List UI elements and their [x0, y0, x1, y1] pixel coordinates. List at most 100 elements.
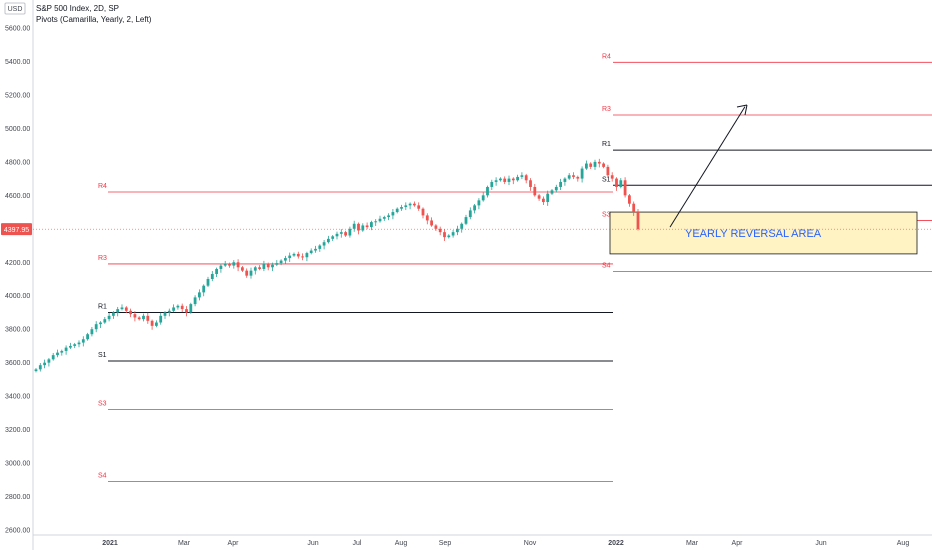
- candle-body: [262, 263, 266, 269]
- candle-body: [112, 312, 115, 316]
- target-arrow-line: [669, 106, 746, 228]
- candle-body: [542, 198, 545, 203]
- candle-body: [167, 310, 171, 313]
- candle-body: [537, 195, 541, 199]
- candle-body: [339, 232, 343, 234]
- last-price-label: 4397.95: [4, 227, 29, 234]
- reversal-zone: YEARLY REVERSAL AREA: [609, 211, 918, 255]
- y-tick-label: 2800.00: [5, 494, 30, 501]
- candle-body: [357, 223, 360, 231]
- currency-label: USD: [8, 6, 23, 13]
- y-tick-label: 3600.00: [5, 360, 30, 367]
- x-tick-label: Apr: [732, 540, 744, 547]
- candle-body: [529, 180, 532, 187]
- candle-body: [606, 166, 610, 176]
- chart-legend: S&P 500 Index, 2D, SP Pivots (Camarilla,…: [36, 3, 151, 25]
- candle-body: [279, 260, 283, 264]
- candle-body: [395, 208, 399, 213]
- candle-body: [51, 355, 55, 360]
- candle-body: [47, 359, 51, 363]
- x-tick-label: Mar: [178, 540, 191, 547]
- x-tick-label: Nov: [524, 540, 537, 547]
- candle-body: [563, 178, 567, 182]
- candle-body: [580, 168, 584, 179]
- candle-body: [107, 315, 111, 320]
- candle-body: [318, 245, 322, 249]
- reversal-zone-box: [609, 211, 918, 255]
- candle-body: [253, 267, 257, 271]
- candle-body: [163, 312, 167, 316]
- candle-body: [610, 175, 614, 179]
- candle-body: [292, 253, 296, 256]
- y-tick-label: 4600.00: [5, 193, 30, 200]
- axes: USD 5600.00 5400.00 5200.00 5000.00 4800.00 46…: [4, 0, 932, 550]
- candle-body: [94, 324, 98, 330]
- candle-body: [374, 221, 378, 223]
- candle-body: [464, 217, 468, 224]
- candle-body: [378, 218, 382, 222]
- candle-body: [176, 305, 180, 308]
- candle-body: [430, 220, 433, 226]
- candle-body: [60, 350, 64, 353]
- pivot-label-s4: S4: [98, 472, 107, 479]
- candle-body: [129, 310, 132, 315]
- x-tick-label: Aug: [897, 540, 910, 547]
- candle-body: [567, 175, 571, 179]
- candle-body: [241, 267, 244, 271]
- candle-body: [215, 268, 218, 274]
- candle-body: [99, 322, 102, 325]
- x-tick-label: Mar: [686, 540, 699, 547]
- candle-body: [404, 205, 408, 208]
- candle-body: [258, 267, 261, 269]
- candle-body: [438, 228, 442, 233]
- candle-body: [361, 225, 365, 231]
- candle-body: [421, 208, 425, 216]
- candle-body: [86, 334, 89, 340]
- x-tick-label: Jul: [353, 540, 362, 547]
- candle-body: [56, 352, 59, 356]
- x-tick-label: Aug: [395, 540, 408, 547]
- candle-body: [284, 258, 287, 261]
- candle-body: [546, 193, 550, 203]
- candle-body: [219, 265, 223, 269]
- x-tick-label: Jun: [307, 540, 318, 547]
- candle-body: [550, 190, 554, 194]
- candle-body: [223, 263, 227, 266]
- candle-body: [481, 195, 485, 201]
- candle-body: [352, 223, 356, 229]
- candle-body: [155, 322, 158, 326]
- candle-body: [524, 175, 528, 181]
- candle-body: [628, 195, 631, 204]
- pivot-label-s4: S4: [602, 262, 611, 269]
- candle-body: [301, 256, 304, 258]
- candle-body: [451, 232, 455, 236]
- candle-body: [314, 248, 317, 251]
- candle-body: [206, 279, 210, 286]
- y-tick-label: 3800.00: [5, 327, 30, 334]
- pivot-label-s3: S3: [98, 401, 107, 408]
- candle-body: [593, 161, 597, 167]
- candle-body: [408, 203, 412, 206]
- pivot-label-s1: S1: [602, 176, 611, 183]
- target-arrow-head: [736, 104, 748, 116]
- candle-body: [400, 207, 403, 209]
- candle-body: [137, 317, 141, 320]
- x-tick-label: 2022: [608, 540, 624, 547]
- candle-body: [447, 235, 451, 238]
- candle-body: [391, 212, 395, 216]
- candle-body: [159, 315, 163, 323]
- y-tick-label: 5000.00: [5, 126, 30, 133]
- candle-body: [133, 314, 137, 318]
- candle-body: [511, 178, 515, 181]
- candle-body: [602, 163, 605, 167]
- candle-body: [615, 178, 618, 187]
- candle-body: [228, 263, 231, 266]
- y-tick-label: 5600.00: [5, 26, 30, 33]
- candle-body: [477, 200, 481, 206]
- x-tick-label: Jun: [815, 540, 826, 547]
- candle-body: [456, 228, 459, 233]
- pivot-label-r4: R4: [98, 183, 107, 190]
- candle-body: [382, 217, 386, 219]
- candle-body: [38, 365, 42, 370]
